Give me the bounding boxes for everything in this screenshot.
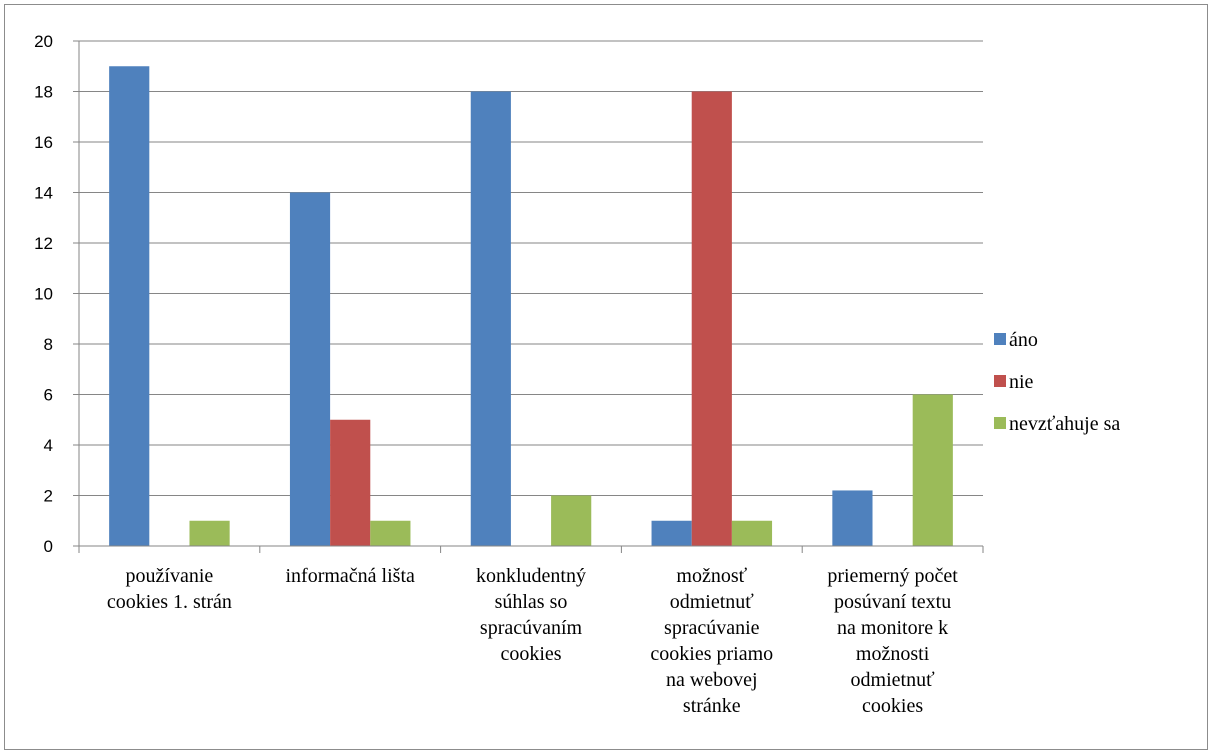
y-tick-label: 14 xyxy=(34,184,53,203)
legend-swatch xyxy=(994,375,1006,387)
bar xyxy=(832,490,873,546)
bar xyxy=(370,520,411,546)
bar xyxy=(189,520,230,546)
legend-swatch xyxy=(994,417,1006,429)
y-tick-label: 20 xyxy=(34,32,53,51)
legend-swatch xyxy=(994,333,1006,345)
y-tick-label: 10 xyxy=(34,285,53,304)
bar-chart: 0 2 4 6 8 10 12 14 16 18 20 používanie cookies 1. s… xyxy=(34,32,1120,717)
bar xyxy=(289,192,331,546)
gridlines xyxy=(79,40,983,496)
bar xyxy=(691,91,732,546)
legend-label: nevzťahuje sa xyxy=(1009,413,1120,435)
bar xyxy=(912,394,953,546)
legend-label: áno xyxy=(1009,329,1038,351)
bar xyxy=(109,66,150,546)
y-tick-label: 0 xyxy=(44,537,53,556)
x-category-label: používanie cookies 1. strán xyxy=(107,565,232,613)
y-tick-label: 16 xyxy=(34,133,53,152)
bar xyxy=(551,495,592,546)
y-tick-label: 4 xyxy=(44,436,53,455)
bar xyxy=(470,91,511,546)
y-tick-label: 6 xyxy=(44,386,53,405)
bar xyxy=(330,419,371,546)
x-category-label: konkludentný súhlas so spracúvaním cookies xyxy=(476,565,586,665)
y-tick-label: 12 xyxy=(34,234,53,253)
y-tick-label: 2 xyxy=(44,487,53,506)
legend-label: nie xyxy=(1009,371,1034,393)
x-category-label: priemerný počet posúvaní textu na monitore… xyxy=(827,565,958,717)
x-category-label: možnosť odmietnuť spracúvanie cookies priam… xyxy=(650,565,773,717)
x-category-label: informačná lišta xyxy=(285,565,415,587)
x-category-labels: používanie cookies 1. strán informačná liš… xyxy=(107,565,958,717)
chart-frame: 0 2 4 6 8 10 12 14 16 18 20 používanie cookies 1. s… xyxy=(4,4,1208,750)
axes xyxy=(73,40,984,553)
bar xyxy=(651,520,692,546)
y-tick-labels: 0 2 4 6 8 10 12 14 16 18 20 xyxy=(34,32,53,556)
bar xyxy=(731,520,773,546)
bars xyxy=(109,66,953,546)
legend: áno nie nevzťahuje sa xyxy=(994,329,1120,435)
y-tick-label: 18 xyxy=(34,83,53,102)
y-tick-label: 8 xyxy=(44,335,53,354)
